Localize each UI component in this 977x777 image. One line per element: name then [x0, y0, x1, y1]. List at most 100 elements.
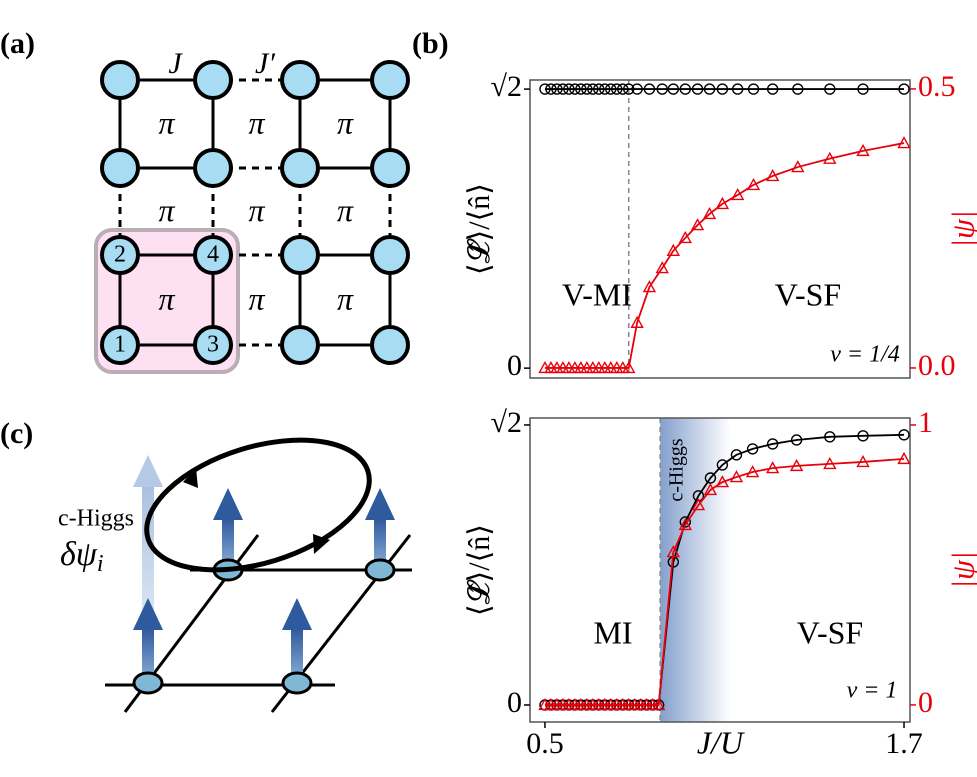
marker	[823, 456, 837, 470]
site	[370, 325, 410, 365]
panel-label: (c)	[0, 417, 33, 450]
site	[364, 558, 396, 582]
flux-label: π	[158, 192, 175, 228]
flux-label: π	[337, 192, 354, 228]
site	[280, 325, 320, 365]
y-tick-label: 0	[507, 686, 522, 719]
y-tick-label: √2	[491, 70, 522, 103]
site	[132, 671, 164, 695]
marker	[716, 459, 729, 471]
marker	[651, 697, 666, 711]
flux-label: π	[337, 104, 354, 140]
marker	[623, 83, 635, 95]
marker	[642, 280, 657, 293]
marker	[789, 458, 804, 472]
site	[280, 235, 320, 275]
y2-tick-label: 0.0	[918, 349, 956, 382]
orbit	[144, 437, 372, 573]
y2-tick-label: 1	[918, 406, 933, 439]
site	[370, 235, 410, 275]
site	[100, 325, 140, 365]
marker	[643, 83, 656, 95]
marker	[678, 230, 692, 244]
y-axis-label: ⟨𝓛̂⟩/⟨n̂⟩	[463, 183, 496, 275]
marker	[617, 83, 629, 95]
spin-arrow-head	[365, 488, 395, 520]
x-tick-label: 1.7	[885, 727, 923, 760]
coupling-label: J′	[255, 47, 275, 80]
plot-frame	[529, 79, 911, 379]
marker	[656, 83, 668, 95]
marker	[729, 470, 744, 483]
marker	[792, 83, 804, 95]
marker	[856, 454, 870, 468]
site	[193, 235, 233, 275]
annotation: V-MI	[562, 276, 632, 312]
annotation: c-Higgs	[666, 438, 688, 502]
marker	[765, 461, 780, 474]
site	[280, 148, 320, 188]
marker	[666, 243, 681, 256]
flux-label: π	[158, 280, 175, 316]
marker	[605, 83, 617, 95]
y2-tick-label: 0	[918, 686, 933, 719]
site	[193, 325, 233, 365]
spin-arrow-head	[133, 455, 163, 487]
marker	[587, 83, 599, 95]
spin-arrow	[222, 516, 234, 570]
orbit-arrow	[183, 468, 198, 488]
site-label: 2	[114, 242, 126, 268]
subscript: i	[97, 551, 104, 577]
marker	[569, 83, 581, 95]
site	[280, 60, 320, 100]
site-label: 3	[207, 332, 219, 358]
marker	[703, 482, 718, 496]
higgs-label: c-Higgs	[58, 506, 134, 532]
site-label: 4	[207, 242, 219, 268]
higgs-symbol: δψi	[60, 536, 104, 577]
spin-arrow	[142, 626, 154, 683]
marker	[897, 136, 911, 149]
flux-label: π	[248, 192, 265, 228]
lattice-diagram: π π π π π π π π π 1 2 3 4 J J′	[94, 47, 410, 374]
site-label: 1	[114, 332, 126, 358]
marker	[678, 517, 692, 531]
y-tick-label: 0	[507, 349, 522, 382]
plot-frame	[529, 417, 911, 723]
marker	[746, 443, 759, 455]
marker	[557, 83, 569, 95]
marker	[691, 498, 706, 511]
marker	[765, 169, 780, 182]
marker	[581, 83, 593, 95]
flux-label: π	[337, 280, 354, 316]
marker	[690, 218, 705, 231]
marker	[702, 206, 717, 220]
orbit-arrow	[313, 534, 330, 554]
marker	[747, 83, 760, 95]
marker	[856, 143, 870, 157]
flux-label: π	[158, 104, 175, 140]
annotation: V-SF	[775, 276, 841, 312]
marker	[715, 475, 730, 488]
marker	[593, 83, 605, 95]
marker	[857, 83, 869, 95]
marker	[551, 83, 563, 95]
marker	[897, 451, 911, 465]
marker	[790, 434, 803, 446]
x-tick-label: 0.5	[526, 727, 564, 760]
marker	[731, 83, 744, 95]
marker	[545, 83, 557, 95]
marker	[791, 160, 805, 173]
marker	[667, 83, 680, 95]
marker	[599, 83, 611, 95]
panel-label: (a)	[0, 27, 35, 60]
higgs-diagram: c-Higgs δψi	[58, 437, 412, 713]
marker	[655, 261, 669, 274]
marker	[823, 151, 837, 164]
marker	[703, 83, 716, 95]
spin-arrow	[291, 626, 303, 683]
site	[193, 60, 233, 100]
annotation: MI	[593, 614, 632, 650]
site	[193, 148, 233, 188]
